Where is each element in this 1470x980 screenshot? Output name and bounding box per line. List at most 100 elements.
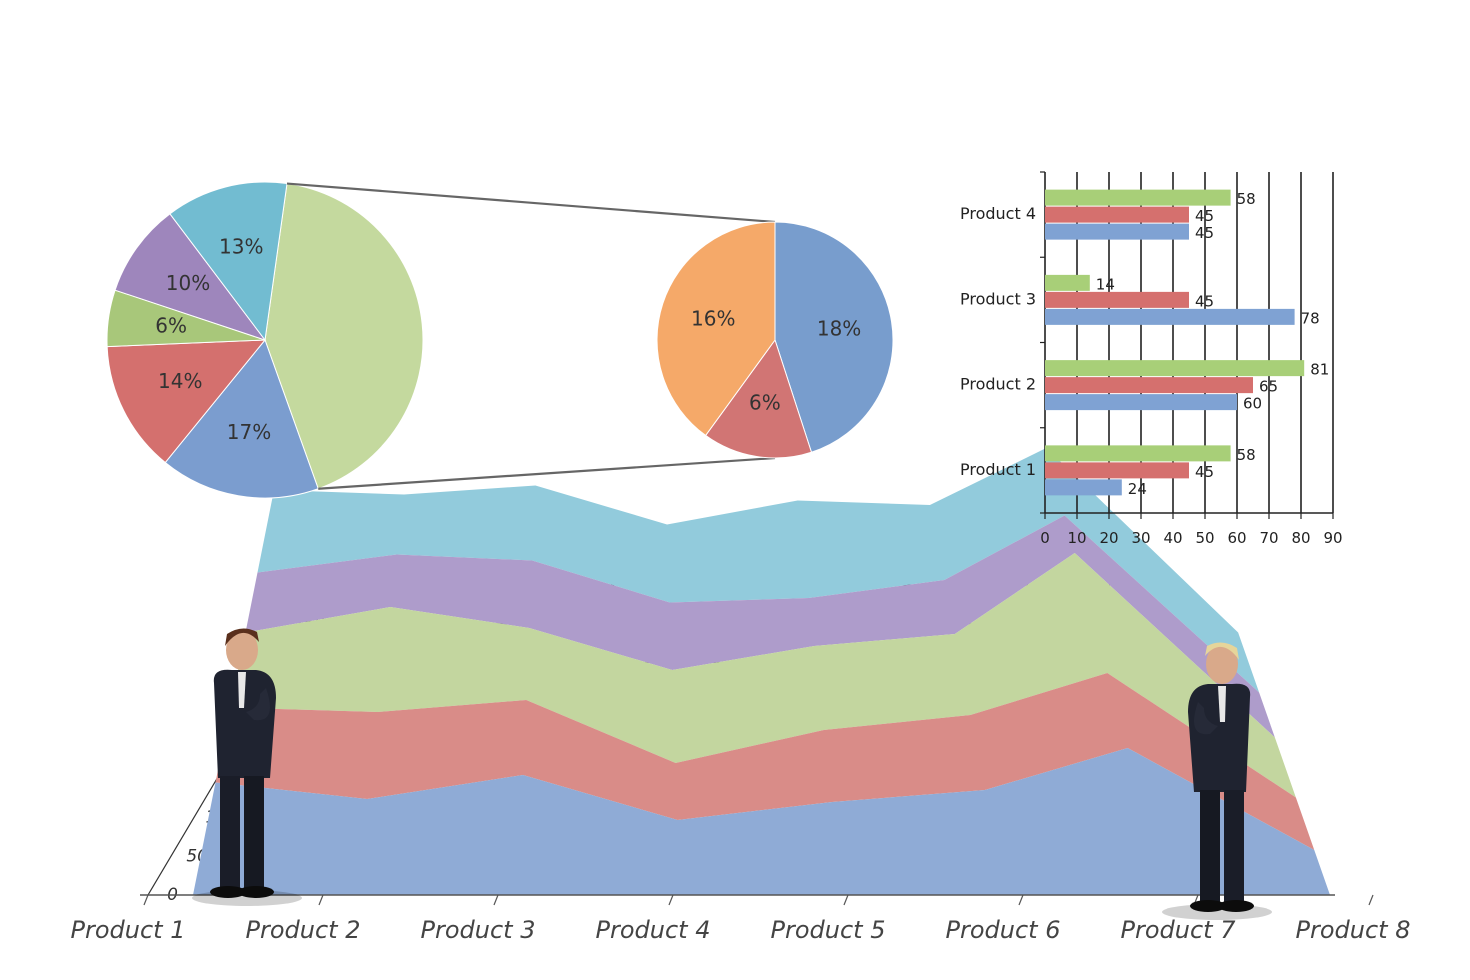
bar-3-0 [1045,223,1189,240]
bar-2-1 [1045,291,1189,308]
bar-x-tick-label-3: 30 [1131,529,1150,547]
secondary-pie-chart: 18% 6% 16% [656,221,894,459]
pie-connector-bottom [318,456,776,490]
bar-x-tick-label-0: 0 [1040,529,1050,547]
primary-pie-slice-label-3: 6% [155,313,187,337]
businessman-left-hair [225,628,259,646]
businessman-right-right-shoe [1190,900,1226,912]
primary-pie-slice-label-5: 13% [219,235,263,259]
bar-category-label-3: Product 4 [960,204,1036,223]
bar-x-tick-label-8: 80 [1291,529,1310,547]
secondary-pie-slice-label-1: 6% [749,391,781,415]
area-x-tick-0 [143,894,149,906]
bar-value-label-0-0: 24 [1128,480,1147,498]
pie-connector-lines [286,182,776,490]
businessman-left-right-shoe [238,886,274,898]
bar-value-label-0-1: 45 [1195,463,1214,481]
area-x-tick-7 [1368,894,1374,906]
bar-value-label-2-0: 78 [1301,309,1320,327]
bar-category-label-1: Product 2 [960,375,1036,394]
bar-x-tick-label-7: 70 [1259,529,1278,547]
area-x-tick-label-1: Product 2 [246,916,361,944]
bar-x-tick-label-6: 60 [1227,529,1246,547]
bar-1-1 [1045,377,1253,394]
primary-pie-slice-0 [264,182,424,490]
bar-0-2 [1045,445,1231,462]
bar-2-2 [1045,274,1090,291]
area-x-tick-4 [843,894,849,906]
bar-1-0 [1045,394,1237,411]
bar-2-0 [1045,308,1295,325]
bar-1-2 [1045,360,1305,377]
secondary-pie-slice-1 [704,338,813,459]
primary-pie-slice-label-2: 14% [158,369,202,393]
businessman-left-left-leg [220,776,240,888]
secondary-pie-slice-label-0: 18% [817,316,861,340]
bar-value-label-3-0: 45 [1195,224,1214,242]
primary-pie-chart: 17% 14% 6% 10% 13% [106,181,424,499]
businessman-right-right-leg [1200,790,1220,902]
businessman-figures [192,628,1272,920]
area-x-tick-label-2: Product 3 [421,916,536,944]
area-series-1 [215,673,1315,850]
area-x-tick-5 [1018,894,1024,906]
bar-0-1 [1045,462,1189,479]
businessman-right-left-leg [1224,790,1244,902]
bar-value-label-0-2: 58 [1237,446,1256,464]
secondary-pie-slice-label-2: 16% [691,306,735,330]
businessman-left-right-leg [244,776,264,888]
stacked-area-chart: 050100150200250300350400Product 1Product… [71,448,1411,944]
businessman-right [1162,642,1272,920]
bar-x-tick-label-4: 40 [1163,529,1182,547]
primary-pie-slice-1 [164,338,319,499]
businessman-left-head [226,630,258,670]
area-x-tick-2 [493,894,499,906]
bar-category-label-2: Product 3 [960,289,1036,308]
primary-pie-slice-5 [169,181,288,342]
bar-value-label-2-1: 45 [1195,292,1214,310]
bar-value-label-3-1: 45 [1195,207,1214,225]
area-series-0 [193,748,1330,895]
businessman-left-shirt [238,672,246,708]
businessman-right-head [1206,644,1238,684]
area-x-tick-3 [668,894,674,906]
horizontal-bar-chart: 0 10 20 30 40 50 60 70 80 90 Product 1 24 45 58 Produc… [960,171,1343,547]
bar-x-tick-label-1: 10 [1067,529,1086,547]
bar-x-tick-label-5: 50 [1195,529,1214,547]
area-x-tick-1 [318,894,324,906]
bar-3-2 [1045,189,1231,206]
primary-pie-slice-4 [114,213,267,341]
bar-3-1 [1045,206,1189,223]
businessman-left [192,628,302,906]
bar-value-label-1-2: 81 [1310,361,1329,379]
primary-pie-slice-label-4: 10% [166,271,210,295]
area-x-tick-label-0: Product 1 [71,916,186,944]
secondary-pie-slice-2 [656,221,776,437]
area-x-tick-label-3: Product 4 [596,916,711,944]
businessman-right-hair [1205,642,1239,660]
bar-value-label-1-1: 65 [1259,378,1278,396]
bar-value-label-3-2: 58 [1237,190,1256,208]
area-series-3 [245,515,1275,738]
area-series-4 [257,448,1260,693]
primary-pie-slice-label-1: 17% [227,420,271,444]
bar-value-label-2-2: 14 [1096,275,1115,293]
businessman-right-shirt [1218,686,1226,722]
bar-0-0 [1045,479,1122,496]
area-series-2 [230,553,1296,798]
area-x-tick-label-6: Product 7 [1121,916,1237,944]
businessman-left-left-shoe [210,886,246,898]
area-x-tick-label-7: Product 8 [1296,916,1411,944]
primary-pie-slice-2 [106,339,267,464]
pie-connector-top [286,182,776,224]
bar-x-tick-label-9: 90 [1323,529,1342,547]
businessman-left-arm [246,688,270,721]
bar-x-tick-label-2: 20 [1099,529,1118,547]
businessman-right-left-shoe [1218,900,1254,912]
bar-value-label-1-0: 60 [1243,395,1262,413]
secondary-pie-slice-0 [774,221,894,453]
businessman-right-arm [1194,702,1218,735]
area-x-tick-label-5: Product 6 [946,916,1061,944]
bar-category-label-0: Product 1 [960,460,1036,479]
